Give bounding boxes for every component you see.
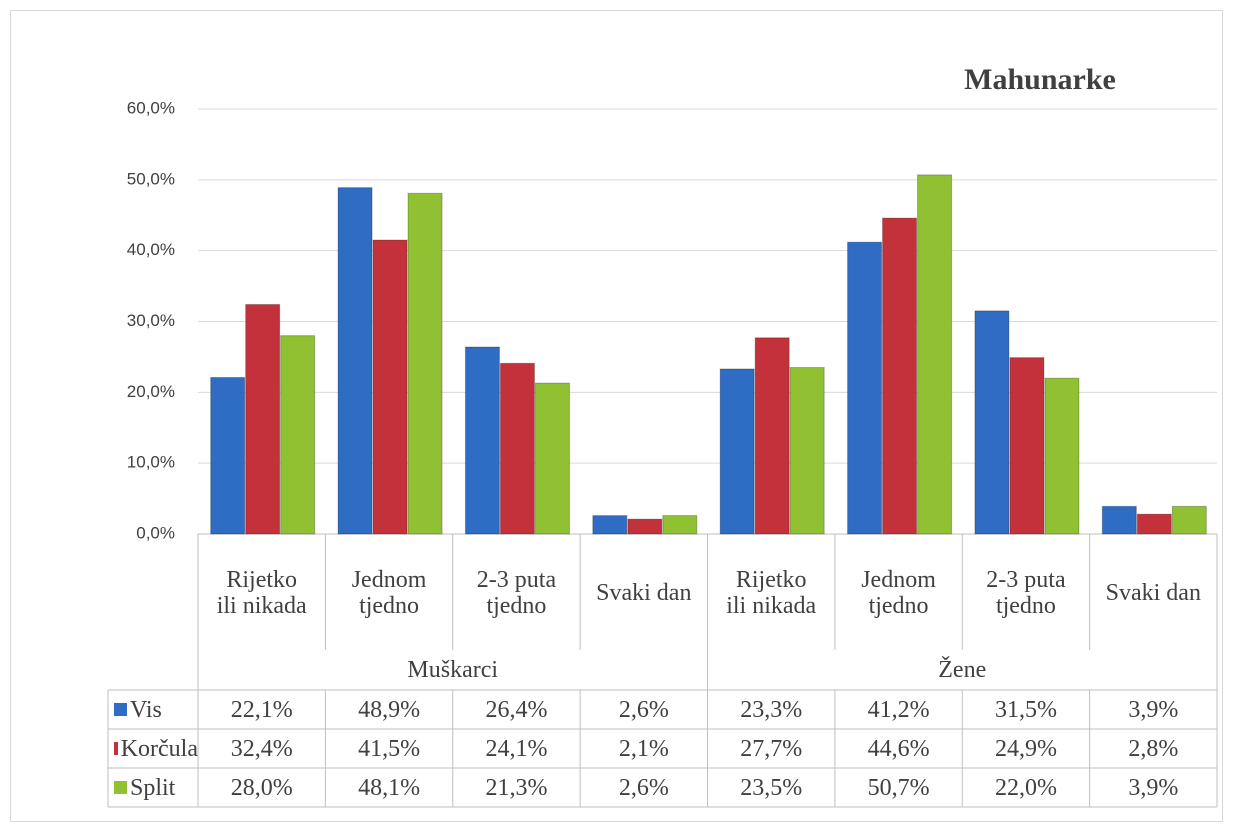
bar [499,362,535,535]
bar [882,217,918,535]
x-tick-label: Rijetko ili nikada [726,567,817,619]
bar [974,310,1010,535]
bar [592,515,628,535]
bar [1009,357,1045,535]
bar [464,346,500,535]
bar [1044,377,1080,535]
data-table-value: 22,1% [230,696,293,723]
x-tick-label: Jednom tjedno [861,567,936,619]
legend-entry: Split [108,768,198,807]
y-tick-label: 10,0% [127,453,175,472]
data-table-value: 44,6% [867,735,930,762]
data-table-value: 2,1% [618,735,669,762]
data-table-value: 32,4% [230,735,293,762]
y-tick-label: 0,0% [136,523,175,542]
bar [917,174,953,535]
data-table-value: 26,4% [485,696,548,723]
y-tick-label: 20,0% [127,382,175,401]
data-table-value: 28,0% [230,774,293,801]
bar [719,368,755,535]
x-tick-label: 2-3 puta tjedno [986,567,1066,619]
data-table-value: 2,6% [618,774,669,801]
y-tick-label: 40,0% [127,240,175,259]
data-table-value: 22,0% [994,774,1057,801]
y-tick-label: 50,0% [127,169,175,188]
data-table-value: 3,9% [1128,774,1179,801]
x-tick-label: 2-3 puta tjedno [476,567,557,619]
y-tick-label: 60,0% [127,98,175,117]
bar [534,382,570,535]
bar [372,239,408,535]
bar [210,376,246,535]
data-table-value: 48,9% [358,696,421,723]
bar [1171,505,1207,535]
data-table-value: 50,7% [867,774,930,801]
legend-entry: Vis [108,690,198,729]
data-table-value: 23,3% [740,696,803,723]
legend-label: Vis [130,696,162,723]
legend-entry: Korčula [108,729,198,768]
data-table-value: 2,6% [618,696,669,723]
y-tick-label: 30,0% [127,311,175,330]
data-table-value: 24,9% [994,735,1057,762]
group-label: Muškarci [407,657,499,683]
bar [245,304,281,535]
x-tick-label: Svaki dan [596,580,692,606]
data-table-value: 2,8% [1128,735,1179,762]
data-table-value: 21,3% [485,774,548,801]
legend-swatch [114,703,127,716]
data-table-value: 48,1% [358,774,421,801]
group-label: Žene [938,657,987,683]
bar [1101,505,1137,535]
bar [337,187,373,535]
data-table-value: 41,2% [867,696,930,723]
data-table-value: 27,7% [740,735,803,762]
legend-label: Split [130,774,176,801]
legend-swatch [114,742,118,755]
data-table-value: 23,5% [740,774,803,801]
legend-swatch [114,781,127,794]
bar [789,367,825,535]
legend-label: Korčula [120,735,198,762]
x-tick-label: Svaki dan [1105,580,1201,606]
data-table-value: 41,5% [358,735,421,762]
bar [407,192,443,535]
bar [847,241,883,535]
bar [280,335,316,535]
bar [627,518,663,535]
bar [1136,513,1172,535]
data-table-value: 3,9% [1128,696,1179,723]
chart-title: Mahunarke [964,63,1116,96]
bar [754,337,790,535]
data-table-value: 24,1% [485,735,548,762]
x-tick-label: Jednom tjedno [351,567,427,619]
chart-frame [10,10,1223,822]
bar [662,515,698,535]
data-table-value: 31,5% [994,696,1057,723]
x-tick-label: Rijetko ili nikada [216,567,307,619]
